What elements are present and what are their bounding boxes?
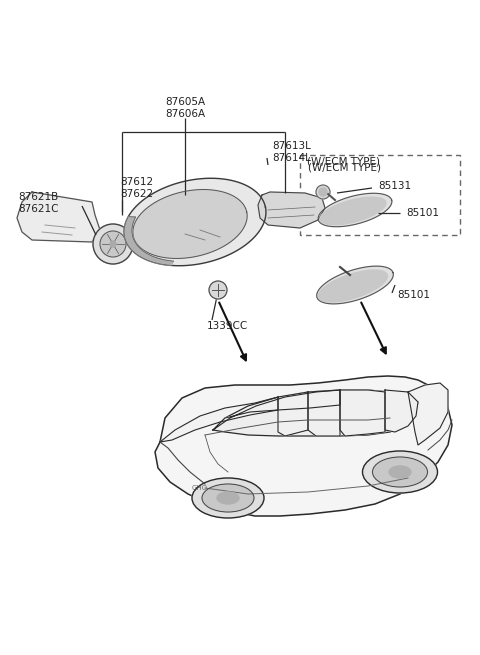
Polygon shape xyxy=(213,390,340,430)
Polygon shape xyxy=(258,192,325,228)
Circle shape xyxy=(319,188,327,196)
Text: 87612
87622: 87612 87622 xyxy=(120,178,153,199)
Polygon shape xyxy=(213,390,418,436)
Text: 87605A
87606A: 87605A 87606A xyxy=(165,97,205,119)
Polygon shape xyxy=(340,390,385,436)
Polygon shape xyxy=(155,376,452,516)
Ellipse shape xyxy=(372,457,428,487)
Circle shape xyxy=(316,185,330,199)
Polygon shape xyxy=(408,383,448,445)
Polygon shape xyxy=(160,397,278,442)
Ellipse shape xyxy=(192,478,264,518)
Polygon shape xyxy=(385,390,418,432)
Polygon shape xyxy=(124,178,266,266)
Bar xyxy=(300,155,460,235)
Text: 85131: 85131 xyxy=(378,181,411,191)
Text: 87621B
87621C: 87621B 87621C xyxy=(18,192,59,214)
Polygon shape xyxy=(320,197,386,225)
Ellipse shape xyxy=(202,484,254,512)
Polygon shape xyxy=(133,189,247,259)
Circle shape xyxy=(110,241,116,247)
Circle shape xyxy=(209,281,227,299)
Polygon shape xyxy=(124,217,174,265)
Text: 87613L
87614L: 87613L 87614L xyxy=(272,141,311,163)
Text: 1339CC: 1339CC xyxy=(207,321,248,331)
Text: 85101: 85101 xyxy=(406,208,439,218)
Circle shape xyxy=(100,231,126,257)
Circle shape xyxy=(93,224,133,264)
Ellipse shape xyxy=(362,451,437,493)
Polygon shape xyxy=(318,193,392,227)
Text: 85101: 85101 xyxy=(397,290,430,300)
Text: GHO: GHO xyxy=(192,485,208,491)
Polygon shape xyxy=(317,266,393,304)
Polygon shape xyxy=(278,392,308,436)
Polygon shape xyxy=(319,270,387,302)
Ellipse shape xyxy=(217,492,239,504)
Polygon shape xyxy=(308,390,340,436)
Polygon shape xyxy=(17,192,100,242)
Text: (W/ECM TYPE): (W/ECM TYPE) xyxy=(308,163,381,173)
Ellipse shape xyxy=(389,466,411,478)
Text: (W/ECM TYPE): (W/ECM TYPE) xyxy=(307,157,380,167)
